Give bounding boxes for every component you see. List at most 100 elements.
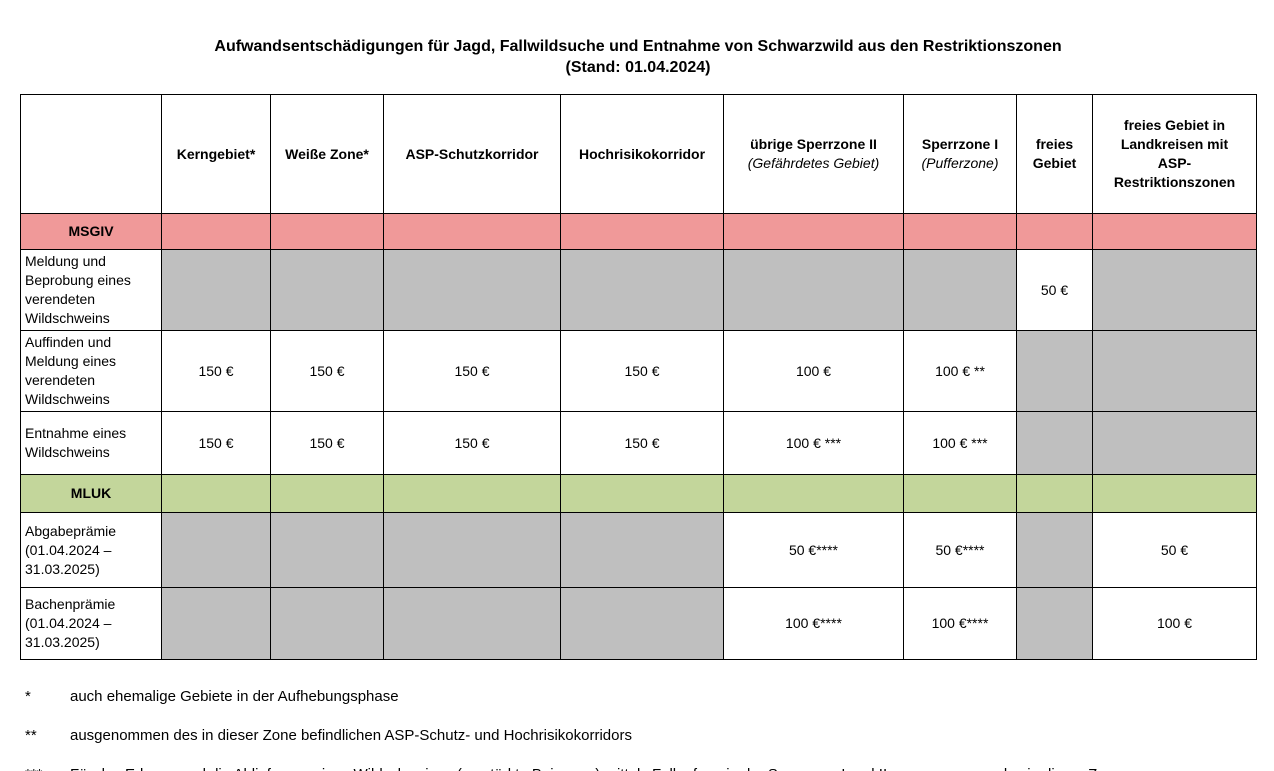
col-header-kerngebiet: Kerngebiet* xyxy=(161,94,271,214)
col-header-uebrige-sperrzone-2: übrige Sperrzone II (Gefährdetes Gebiet) xyxy=(723,94,904,214)
column-header-label: freies Gebiet in Landkreisen mit ASP- Re… xyxy=(1113,117,1236,190)
not-applicable-cell xyxy=(1016,587,1093,660)
not-applicable-cell xyxy=(383,512,561,588)
document-title: Aufwandsentschädigungen für Jagd, Fallwi… xyxy=(20,36,1256,78)
section-cell xyxy=(723,213,904,250)
value-cell: 150 € xyxy=(270,411,384,475)
value-cell: 100 € ** xyxy=(903,330,1017,412)
section-cell xyxy=(1092,474,1257,513)
section-row-msgiv: MSGIV xyxy=(20,213,1257,250)
not-applicable-cell xyxy=(270,512,384,588)
column-header-label: Kerngebiet* xyxy=(176,145,256,162)
section-cell xyxy=(1092,213,1257,250)
table-row-bachenpraemie: Bachenprämie (01.04.2024 – 31.03.2025) 10… xyxy=(20,587,1257,660)
section-cell xyxy=(1016,213,1093,250)
not-applicable-cell xyxy=(1016,411,1093,475)
section-cell xyxy=(383,213,561,250)
title-line-1: Aufwandsentschädigungen für Jagd, Fallwi… xyxy=(214,38,1062,55)
section-cell xyxy=(161,213,271,250)
table-row-entnahme: Entnahme eines Wildschweins 150 €150 €150… xyxy=(20,411,1257,475)
not-applicable-cell xyxy=(161,512,271,588)
footnote-3-text: Für das Erlegen und die Ablieferung eine… xyxy=(70,764,1256,771)
not-applicable-cell xyxy=(1092,249,1257,331)
value-cell: 100 € xyxy=(723,330,904,412)
value-cell: 150 € xyxy=(560,330,724,412)
section-row-mluk: MLUK xyxy=(20,474,1257,513)
not-applicable-cell xyxy=(1092,330,1257,412)
value-cell: 50 €**** xyxy=(903,512,1017,588)
column-header-sublabel: (Pufferzone) xyxy=(921,155,999,171)
value-cell: 100 € xyxy=(1092,587,1257,660)
table-row-abgabepraemie: Abgabeprämie (01.04.2024 – 31.03.2025) 50… xyxy=(20,512,1257,588)
row-label-bachenpraemie: Bachenprämie (01.04.2024 – 31.03.2025) xyxy=(20,587,162,660)
value-cell: 100 €**** xyxy=(903,587,1017,660)
not-applicable-cell xyxy=(1092,411,1257,475)
not-applicable-cell xyxy=(383,587,561,660)
not-applicable-cell xyxy=(560,512,724,588)
compensation-table: Kerngebiet* Weiße Zone* ASP-Schutzkorrid… xyxy=(20,94,1257,660)
value-cell: 50 € xyxy=(1092,512,1257,588)
col-header-asp-schutzkorridor: ASP-Schutzkorridor xyxy=(383,94,561,214)
value-cell: 150 € xyxy=(383,330,561,412)
value-cell: 50 €**** xyxy=(723,512,904,588)
section-label-mluk: MLUK xyxy=(20,474,162,513)
row-label-abgabepraemie: Abgabeprämie (01.04.2024 – 31.03.2025) xyxy=(20,512,162,588)
col-header-freies-gebiet-asp-restriktionszonen: freies Gebiet in Landkreisen mit ASP- Re… xyxy=(1092,94,1257,214)
value-cell: 50 € xyxy=(1016,249,1093,331)
table-row-meldung-und-beprobung: Meldung und Beprobung eines verendeten W… xyxy=(20,249,1257,331)
not-applicable-cell xyxy=(560,587,724,660)
not-applicable-cell xyxy=(383,249,561,331)
section-cell xyxy=(903,213,1017,250)
not-applicable-cell xyxy=(560,249,724,331)
footnote-3-marker: *** xyxy=(20,764,70,771)
not-applicable-cell xyxy=(161,249,271,331)
header-row: Kerngebiet* Weiße Zone* ASP-Schutzkorrid… xyxy=(20,94,1257,214)
not-applicable-cell xyxy=(161,587,271,660)
value-cell: 150 € xyxy=(270,330,384,412)
not-applicable-cell xyxy=(270,249,384,331)
footnote-2-text: ausgenommen des in dieser Zone befindlic… xyxy=(70,727,632,744)
value-cell: 150 € xyxy=(161,411,271,475)
value-cell: 100 € *** xyxy=(723,411,904,475)
value-cell: 150 € xyxy=(560,411,724,475)
not-applicable-cell xyxy=(1016,512,1093,588)
col-header-sperrzone-1: Sperrzone I (Pufferzone) xyxy=(903,94,1017,214)
column-header-sublabel: (Gefährdetes Gebiet) xyxy=(747,155,880,171)
footnotes: * auch ehemalige Gebiete in der Aufhebun… xyxy=(20,686,1256,771)
value-cell: 150 € xyxy=(383,411,561,475)
col-header-weisse-zone: Weiße Zone* xyxy=(270,94,384,214)
section-cell xyxy=(723,474,904,513)
section-cell xyxy=(1016,474,1093,513)
value-cell: 100 €**** xyxy=(723,587,904,660)
col-header-empty xyxy=(20,94,162,214)
section-cell xyxy=(270,213,384,250)
not-applicable-cell xyxy=(903,249,1017,331)
column-header-label: Sperrzone I xyxy=(921,136,999,152)
footnote-2-marker: ** xyxy=(25,727,37,744)
footnote-1: * auch ehemalige Gebiete in der Aufhebun… xyxy=(20,686,1256,707)
col-header-hochrisikokorridor: Hochrisikokorridor xyxy=(560,94,724,214)
row-label-auffinden-und-meldung: Auffinden und Meldung eines verendeten W… xyxy=(20,330,162,412)
not-applicable-cell xyxy=(270,587,384,660)
row-label-entnahme: Entnahme eines Wildschweins xyxy=(20,411,162,475)
column-header-label: Weiße Zone* xyxy=(285,145,369,162)
footnote-3-text-before: Für das Erlegen und die Ablieferung eine… xyxy=(70,766,652,771)
section-cell xyxy=(903,474,1017,513)
section-cell xyxy=(270,474,384,513)
section-label-msgiv: MSGIV xyxy=(20,213,162,250)
section-cell xyxy=(560,474,724,513)
column-header-label: freies Gebiet xyxy=(1032,136,1077,171)
title-line-2: (Stand: 01.04.2024) xyxy=(565,59,711,76)
footnote-3: *** Für das Erlegen und die Ablieferung … xyxy=(20,764,1256,771)
value-cell: 150 € xyxy=(161,330,271,412)
section-cell xyxy=(161,474,271,513)
footnote-3-underlined-term: Fallenfang xyxy=(652,766,722,771)
not-applicable-cell xyxy=(723,249,904,331)
row-label-meldung-und-beprobung: Meldung und Beprobung eines verendeten W… xyxy=(20,249,162,331)
not-applicable-cell xyxy=(1016,330,1093,412)
footnote-1-text: auch ehemalige Gebiete in der Aufhebungs… xyxy=(70,688,399,705)
footnote-2: ** ausgenommen des in dieser Zone befind… xyxy=(20,725,1256,746)
value-cell: 100 € *** xyxy=(903,411,1017,475)
column-header-label: ASP-Schutzkorridor xyxy=(405,145,539,162)
